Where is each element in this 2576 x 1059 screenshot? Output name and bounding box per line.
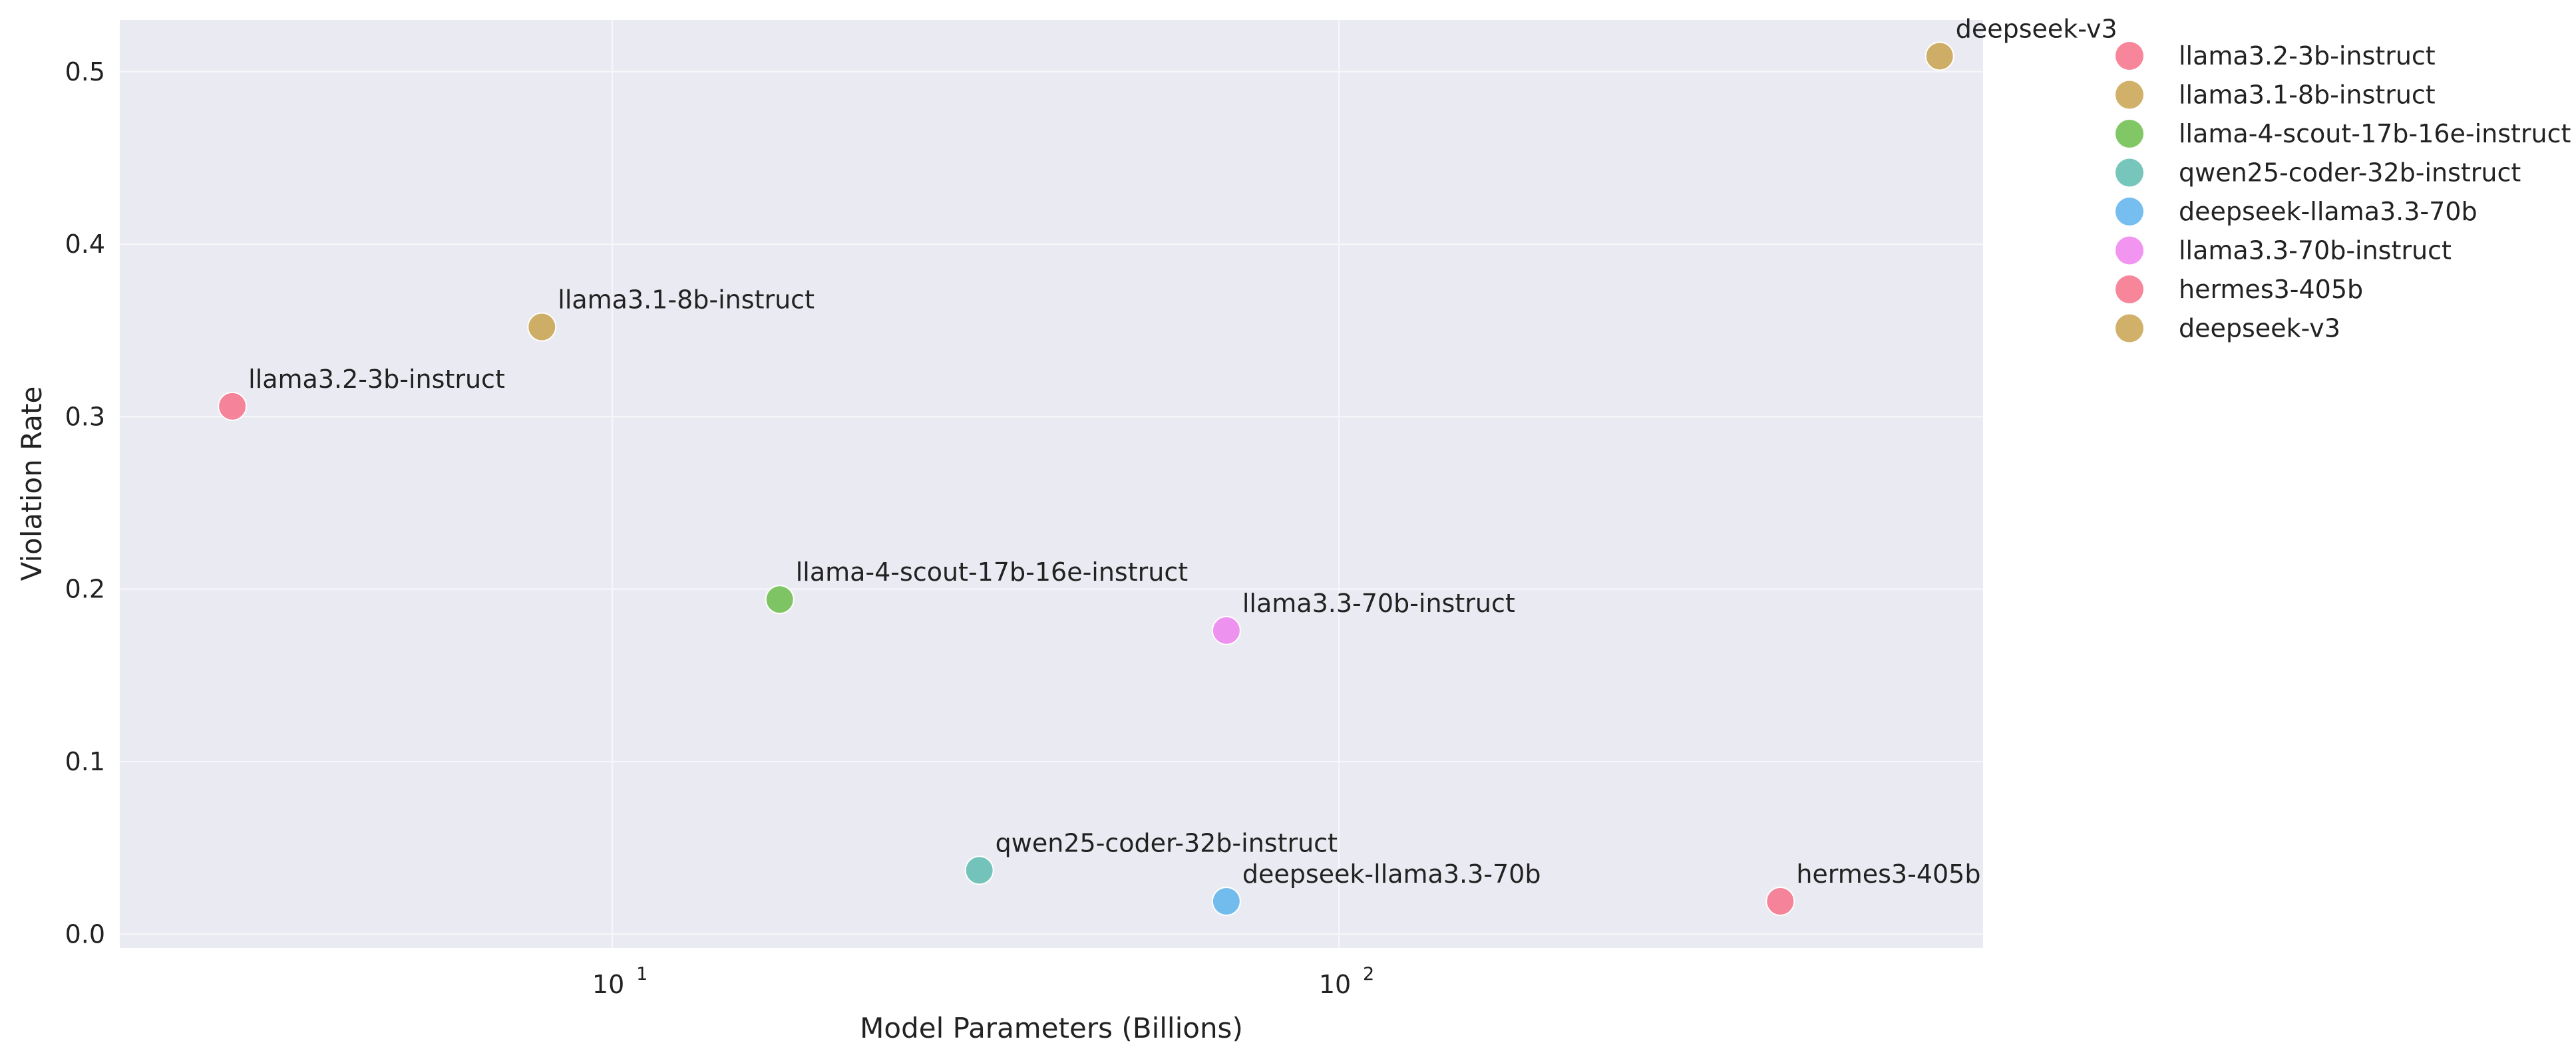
x-tick-exponent: 1	[636, 964, 647, 984]
legend-entry: llama3.2-3b-instruct	[2179, 41, 2436, 71]
legend-entry: llama3.3-70b-instruct	[2179, 236, 2452, 265]
legend-entry: llama3.1-8b-instruct	[2179, 80, 2436, 110]
x-tick-label: 10	[592, 970, 624, 999]
y-axis-ticks: 0.0 0.1 0.2 0.3 0.4 0.5	[65, 57, 105, 949]
y-tick-label: 0.0	[65, 919, 105, 949]
y-tick-label: 0.3	[65, 402, 105, 431]
data-points	[218, 41, 1954, 916]
data-point	[1211, 615, 1241, 645]
plot-background	[120, 20, 1983, 948]
legend-marker	[2116, 80, 2143, 109]
y-tick-label: 0.5	[65, 57, 105, 86]
point-label: llama3.2-3b-instruct	[248, 365, 505, 394]
x-tick-label: 10	[1319, 970, 1351, 999]
grid-lines	[120, 20, 1983, 948]
legend-marker	[2116, 314, 2143, 343]
x-axis-ticks: 10 1 10 2	[592, 964, 1374, 999]
data-point	[1765, 886, 1795, 916]
point-labels: llama3.2-3b-instruct llama3.1-8b-instruct…	[248, 14, 2117, 889]
legend-marker	[2116, 275, 2143, 303]
data-point	[1925, 41, 1954, 71]
legend-entry: deepseek-v3	[2179, 314, 2340, 343]
y-tick-label: 0.2	[65, 575, 105, 604]
y-tick-label: 0.4	[65, 229, 105, 259]
x-axis-label: Model Parameters (Billions)	[860, 1012, 1243, 1044]
legend-marker	[2116, 158, 2143, 187]
legend-entry: qwen25-coder-32b-instruct	[2179, 158, 2521, 188]
x-tick-exponent: 2	[1363, 964, 1374, 984]
point-label: qwen25-coder-32b-instruct	[996, 828, 1338, 857]
data-point	[765, 585, 795, 615]
y-tick-label: 0.1	[65, 747, 105, 776]
y-axis-label: Violation Rate	[15, 386, 48, 581]
legend-entry: llama-4-scout-17b-16e-instruct	[2179, 119, 2571, 148]
data-point	[218, 391, 248, 421]
legend: llama3.2-3b-instruct llama3.1-8b-instruct…	[2116, 41, 2571, 343]
legend-entry: hermes3-405b	[2179, 275, 2363, 304]
legend-marker	[2116, 198, 2143, 226]
point-label: llama3.3-70b-instruct	[1242, 589, 1515, 618]
point-label: deepseek-v3	[1956, 14, 2117, 43]
data-point	[527, 312, 557, 342]
legend-entry: deepseek-llama3.3-70b	[2179, 197, 2478, 226]
legend-marker	[2116, 42, 2143, 70]
data-point	[1211, 886, 1241, 916]
point-label: hermes3-405b	[1796, 859, 1980, 889]
point-label: llama3.1-8b-instruct	[558, 285, 815, 315]
legend-marker	[2116, 120, 2143, 148]
data-point	[964, 855, 994, 885]
point-label: deepseek-llama3.3-70b	[1242, 859, 1541, 889]
point-label: llama-4-scout-17b-16e-instruct	[796, 557, 1188, 587]
legend-marker	[2116, 236, 2143, 265]
